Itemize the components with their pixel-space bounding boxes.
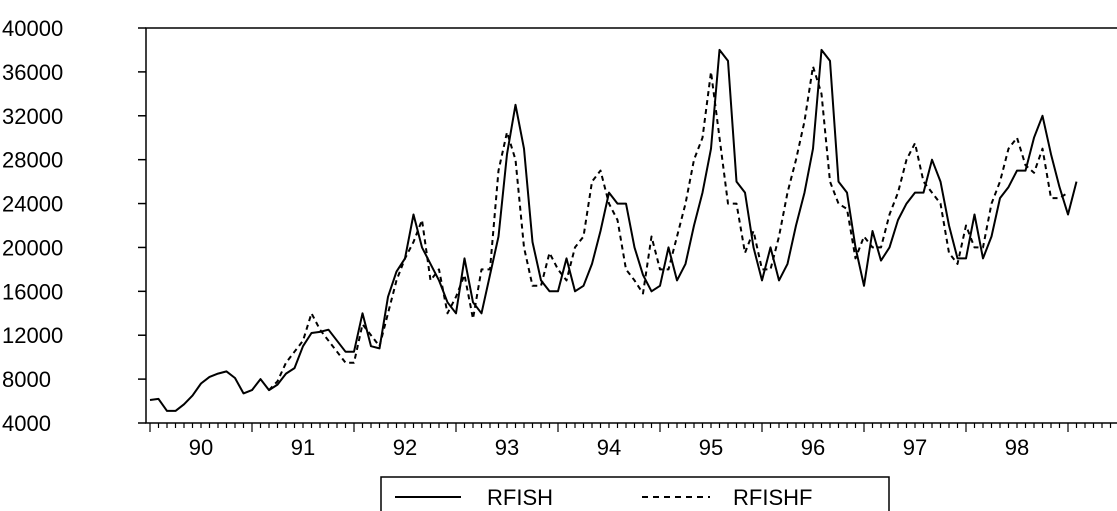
y-tick-label: 40000 [2, 16, 63, 41]
y-tick-label: 20000 [2, 235, 63, 260]
y-tick-label: 12000 [2, 323, 63, 348]
y-tick-label: 36000 [2, 60, 63, 85]
x-axis: 90 91 92 93 94 95 96 97 98 [149, 423, 1112, 460]
series-line-rfish [149, 48, 1078, 412]
x-tick-label: 90 [189, 435, 213, 460]
y-tick-label: 4000 [2, 411, 51, 436]
series-line-rfishf [268, 65, 1069, 391]
y-tick-label: 32000 [2, 104, 63, 129]
x-tick-label: 94 [597, 435, 621, 460]
y-axis: 4000 8000 12000 16000 20000 24000 28000 32000 36… [2, 16, 146, 436]
legend: RFISH RFISHF [380, 476, 890, 511]
y-tick-label: 24000 [2, 192, 63, 217]
y-tick-label: 28000 [2, 148, 63, 173]
x-tick-label: 96 [801, 435, 825, 460]
x-tick-label: 95 [699, 435, 723, 460]
plot-frame [145, 27, 1117, 424]
x-tick-label: 97 [903, 435, 927, 460]
legend-label-rfishf: RFISHF [733, 485, 812, 510]
series-layer [149, 48, 1078, 412]
x-tick-label: 93 [495, 435, 519, 460]
y-tick-label: 16000 [2, 279, 63, 304]
legend-label-rfish: RFISH [487, 485, 553, 510]
x-tick-label: 91 [291, 435, 315, 460]
y-tick-label: 8000 [2, 367, 51, 392]
legend-box [380, 476, 890, 511]
x-tick-label: 98 [1005, 435, 1029, 460]
x-tick-label: 92 [393, 435, 417, 460]
